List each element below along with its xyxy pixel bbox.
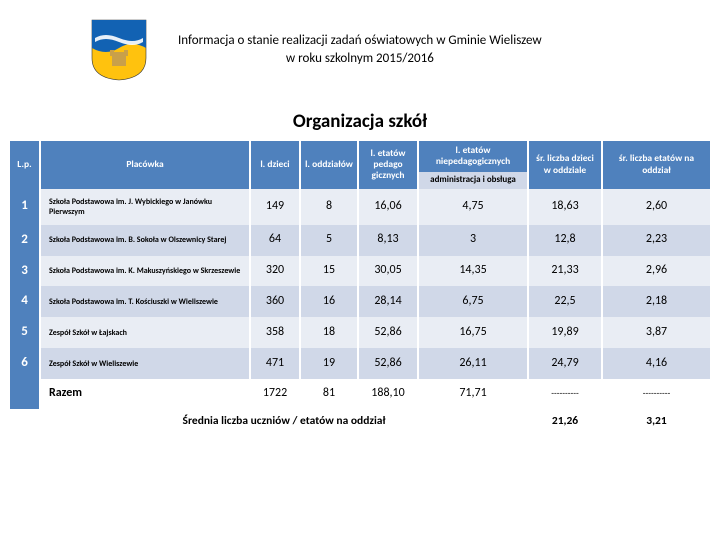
cell-dzieci: 471 — [250, 348, 300, 379]
cell-oddzialow: 5 — [300, 225, 358, 256]
cell-etatow-nieped: 16,75 — [418, 317, 528, 348]
cell-oddzialow: 18 — [300, 317, 358, 348]
table-row: 6Zespół Szkół w Wieliszewie4711952,8626,… — [10, 348, 710, 379]
cell-sr-etatow: 3,87 — [602, 317, 710, 348]
col-lp: L.p. — [10, 141, 40, 189]
avg-sr-etatow: 3,21 — [602, 409, 710, 434]
cell-placowka: Szkoła Podstawowa im. T. Kościuszki w Wi… — [40, 286, 250, 317]
col-letatow-nieped: l. etatów niepedagogicznych — [418, 141, 528, 172]
crest-icon — [90, 18, 148, 82]
cell-etatow-ped: 52,86 — [358, 348, 418, 379]
cell-etatow-ped: 30,05 — [358, 256, 418, 287]
cell-etatow-nieped: 3 — [418, 225, 528, 256]
cell-oddzialow: 16 — [300, 286, 358, 317]
cell-dzieci: 64 — [250, 225, 300, 256]
cell-etatow-ped: 52,86 — [358, 317, 418, 348]
header-line-1: Informacja o stanie realizacji zadań ośw… — [178, 32, 542, 50]
cell-etatow-nieped: 14,35 — [418, 256, 528, 287]
cell-placowka: Zespół Szkół w Łajskach — [40, 317, 250, 348]
cell-lp — [10, 409, 40, 434]
header-title: Informacja o stanie realizacji zadań ośw… — [178, 32, 542, 67]
cell-lp: 6 — [10, 348, 40, 379]
col-sr-dzieci: śr. liczba dzieci w oddziale — [528, 141, 602, 189]
cell-dzieci: 358 — [250, 317, 300, 348]
cell-dzieci: 360 — [250, 286, 300, 317]
cell-lp: 5 — [10, 317, 40, 348]
cell-sr-dzieci: 18,63 — [528, 189, 602, 225]
cell-sr-etatow: 2,18 — [602, 286, 710, 317]
cell-sr-dzieci: 22,5 — [528, 286, 602, 317]
col-placowka: Placówka — [40, 141, 250, 189]
cell-sr-dzieci: 24,79 — [528, 348, 602, 379]
cell-dzieci: 149 — [250, 189, 300, 225]
section-heading: Organizacja szkół — [0, 110, 720, 133]
schools-table: L.p. Placówka l. dzieci l. oddziałów l. … — [10, 141, 710, 434]
col-sr-etatow: śr. liczba etatów na oddział — [602, 141, 710, 189]
sum-etatow-ped: 188,10 — [358, 379, 418, 409]
cell-etatow-nieped: 6,75 — [418, 286, 528, 317]
avg-sr-dzieci: 21,26 — [528, 409, 602, 434]
cell-sr-dzieci: 19,89 — [528, 317, 602, 348]
avg-label: Średnia liczba uczniów / etatów na oddzi… — [40, 409, 528, 434]
cell-placowka: Szkoła Podstawowa im. J. Wybickiego w Ja… — [40, 189, 250, 225]
cell-lp: 4 — [10, 286, 40, 317]
sum-sr-etatow: ---------- — [602, 379, 710, 409]
cell-etatow-ped: 8,13 — [358, 225, 418, 256]
cell-lp: 1 — [10, 189, 40, 225]
cell-lp: 3 — [10, 256, 40, 287]
sum-dzieci: 1722 — [250, 379, 300, 409]
table-row: 4Szkoła Podstawowa im. T. Kościuszki w W… — [10, 286, 710, 317]
cell-sr-etatow: 2,96 — [602, 256, 710, 287]
header-line-2: w roku szkolnym 2015/2016 — [178, 50, 542, 68]
table-row-avg: Średnia liczba uczniów / etatów na oddzi… — [10, 409, 710, 434]
cell-sr-dzieci: 12,8 — [528, 225, 602, 256]
cell-lp — [10, 379, 40, 409]
cell-sr-etatow: 4,16 — [602, 348, 710, 379]
sum-label: Razem — [40, 379, 250, 409]
cell-oddzialow: 15 — [300, 256, 358, 287]
cell-sr-dzieci: 21,33 — [528, 256, 602, 287]
cell-sr-etatow: 2,23 — [602, 225, 710, 256]
col-letatow-ped: l. etatów pedago gicznych — [358, 141, 418, 189]
sum-etatow-nieped: 71,71 — [418, 379, 528, 409]
table-row: 2Szkoła Podstawowa im. B. Sokoła w Olsze… — [10, 225, 710, 256]
cell-etatow-ped: 16,06 — [358, 189, 418, 225]
sum-oddzialow: 81 — [300, 379, 358, 409]
table-row-sum: Razem172281188,1071,71------------------… — [10, 379, 710, 409]
cell-etatow-nieped: 26,11 — [418, 348, 528, 379]
col-ldzieci: l. dzieci — [250, 141, 300, 189]
col-letatow-nieped-sub: administracja i obsługa — [418, 172, 528, 189]
cell-lp: 2 — [10, 225, 40, 256]
cell-oddzialow: 19 — [300, 348, 358, 379]
table-row: 3Szkoła Podstawowa im. K. Makuszyńskiego… — [10, 256, 710, 287]
cell-sr-etatow: 2,60 — [602, 189, 710, 225]
cell-placowka: Zespół Szkół w Wieliszewie — [40, 348, 250, 379]
cell-placowka: Szkoła Podstawowa im. B. Sokoła w Olszew… — [40, 225, 250, 256]
col-loddzialow: l. oddziałów — [300, 141, 358, 189]
table-row: 5Zespół Szkół w Łajskach3581852,8616,751… — [10, 317, 710, 348]
cell-dzieci: 320 — [250, 256, 300, 287]
table-row: 1Szkoła Podstawowa im. J. Wybickiego w J… — [10, 189, 710, 225]
sum-sr-dzieci: ---------- — [528, 379, 602, 409]
cell-placowka: Szkoła Podstawowa im. K. Makuszyńskiego … — [40, 256, 250, 287]
cell-etatow-nieped: 4,75 — [418, 189, 528, 225]
cell-oddzialow: 8 — [300, 189, 358, 225]
cell-etatow-ped: 28,14 — [358, 286, 418, 317]
